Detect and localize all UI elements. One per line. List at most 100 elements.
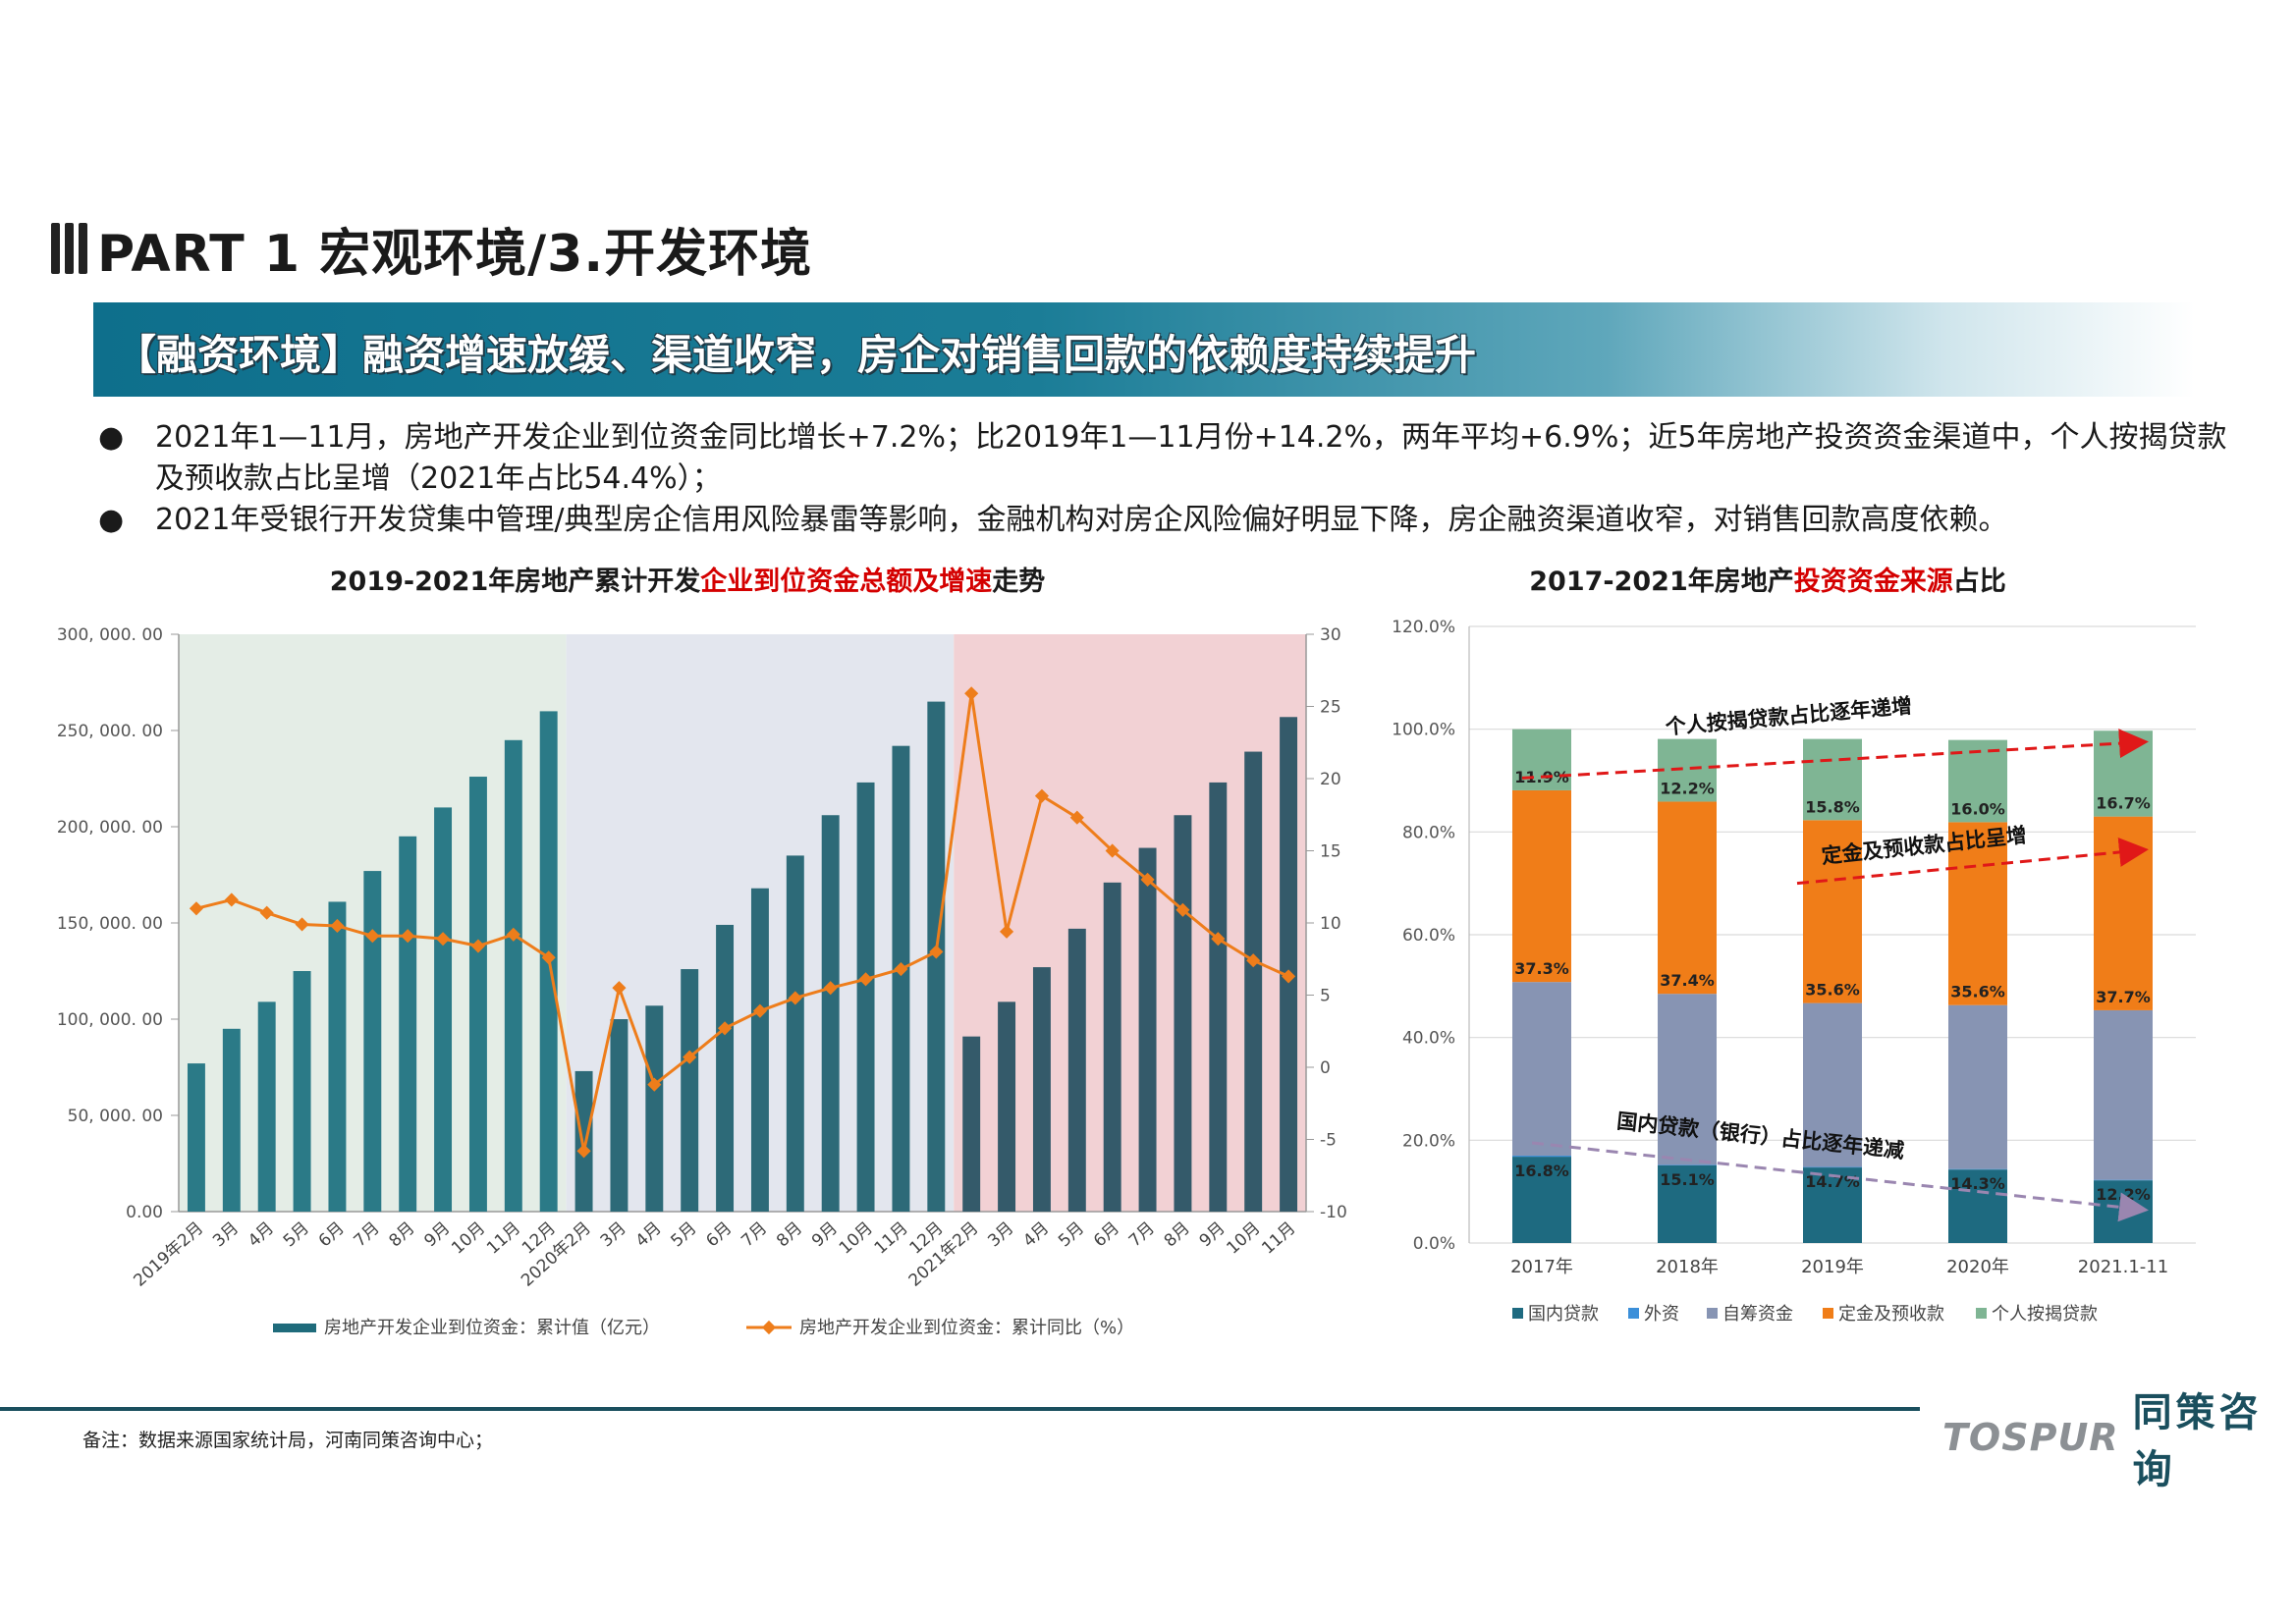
legend-label: 定金及预收款 bbox=[1838, 1304, 1944, 1325]
left-tick-label: 0.00 bbox=[126, 1203, 163, 1222]
segment-国内贷款 bbox=[1948, 1169, 2007, 1243]
source-share-chart: 0.0% 20.0% 40.0% 60.0% 80.0% 100.0% 120.0% 2017… bbox=[1392, 618, 2196, 1325]
bar-3 bbox=[257, 1001, 276, 1212]
right-tick-label: 30 bbox=[1320, 625, 1341, 645]
right-tick-label: 20 bbox=[1320, 770, 1341, 789]
bullet-2-text: 2021年受银行开发贷集中管理/典型房企信用风险暴雷等影响，金融机构对房企风险偏… bbox=[155, 503, 2008, 537]
y-tick-label: 0.0% bbox=[1413, 1234, 1455, 1254]
x-tick-label: 3月 bbox=[209, 1218, 243, 1251]
right-tick-label: 15 bbox=[1320, 842, 1341, 862]
section-banner: 【融资环境】融资增速放缓、渠道收窄，房企对销售回款的依赖度持续提升 bbox=[93, 302, 2195, 397]
x-tick-label: 4月 bbox=[1019, 1218, 1053, 1251]
legend-swatch bbox=[1628, 1308, 1639, 1319]
annotation-mortgage: 个人按揭贷款占比逐年递增 bbox=[1665, 694, 1913, 739]
x-tick-label: 2019年2月 bbox=[130, 1218, 207, 1291]
label-domestic-loan: 14.3% bbox=[1950, 1174, 2005, 1193]
x-tick-label: 5月 bbox=[280, 1218, 313, 1251]
label-domestic-loan: 15.1% bbox=[1660, 1170, 1715, 1189]
growth-point-17 bbox=[752, 1003, 768, 1018]
segment-自筹资金 bbox=[2094, 1009, 2153, 1180]
right-tick-label: -5 bbox=[1320, 1131, 1337, 1151]
growth-point-5 bbox=[330, 918, 345, 934]
bar-13 bbox=[610, 1019, 629, 1212]
y-tick-label: 60.0% bbox=[1402, 926, 1455, 946]
legend-swatch bbox=[1823, 1308, 1833, 1319]
label-domestic-loan: 14.7% bbox=[1805, 1172, 1860, 1191]
bar-9 bbox=[468, 777, 487, 1212]
y-tick-label: 80.0% bbox=[1402, 823, 1455, 842]
left-tick-label: 100, 000. 00 bbox=[57, 1010, 163, 1030]
right-title-part-3: 占比 bbox=[1952, 567, 2006, 597]
x-tick-label: 4月 bbox=[245, 1218, 278, 1251]
trend-arrow-domestic-loan bbox=[1531, 1141, 2149, 1222]
bar-31 bbox=[1244, 751, 1263, 1212]
label-deposit: 35.6% bbox=[1805, 981, 1860, 1000]
logo-chinese-text: 同策咨询 bbox=[2132, 1390, 2263, 1492]
label-deposit: 35.6% bbox=[1950, 983, 2005, 1001]
growth-point-13 bbox=[612, 981, 627, 996]
legend-bar-swatch bbox=[273, 1324, 316, 1332]
legend-label: 国内贷款 bbox=[1528, 1304, 1599, 1325]
bar-15 bbox=[681, 969, 699, 1212]
bar-2 bbox=[222, 1028, 241, 1212]
x-tick-label: 2020年 bbox=[1946, 1257, 2009, 1277]
label-mortgage: 16.7% bbox=[2096, 794, 2151, 813]
bullet-1: ● 2021年1—11月，房地产开发企业到位资金同比增长+7.2%；比2019年… bbox=[98, 417, 2239, 500]
segment-外资 bbox=[1658, 1164, 1717, 1165]
growth-point-14 bbox=[647, 1077, 662, 1092]
y-tick-label: 40.0% bbox=[1402, 1029, 1455, 1049]
bar-4 bbox=[293, 971, 311, 1212]
x-tick-label: 7月 bbox=[738, 1218, 771, 1251]
growth-point-32 bbox=[1281, 969, 1296, 984]
right-tick-label: 5 bbox=[1320, 987, 1331, 1006]
segment-外资 bbox=[1803, 1166, 1862, 1168]
x-tick-label: 2021.1-11 bbox=[2078, 1257, 2168, 1277]
bar-26 bbox=[1067, 928, 1086, 1212]
bar-23 bbox=[962, 1036, 981, 1212]
x-tick-label: 11月 bbox=[483, 1218, 524, 1259]
title-row: PART 1 宏观环境/3.开发环境 bbox=[51, 214, 813, 284]
segment-外资 bbox=[1512, 1156, 1571, 1158]
bar-27 bbox=[1103, 882, 1121, 1212]
growth-point-6 bbox=[365, 929, 380, 944]
bar-1 bbox=[187, 1063, 205, 1212]
y-tick-label: 100.0% bbox=[1392, 721, 1455, 740]
book-icon bbox=[51, 223, 87, 274]
growth-point-8 bbox=[435, 932, 451, 947]
legend-label: 自筹资金 bbox=[1722, 1304, 1793, 1325]
segment-国内贷款 bbox=[1803, 1167, 1862, 1243]
growth-point-30 bbox=[1211, 932, 1226, 947]
segment-定金及预收款 bbox=[1803, 820, 1862, 1003]
bar-29 bbox=[1174, 815, 1192, 1212]
label-deposit: 37.7% bbox=[2096, 988, 2151, 1006]
x-tick-label: 10月 bbox=[1223, 1218, 1264, 1259]
label-mortgage: 12.2% bbox=[1660, 779, 1715, 797]
left-title-part-1: 2019-2021年房地产累计开发 bbox=[329, 567, 701, 597]
page-title: PART 1 宏观环境/3.开发环境 bbox=[97, 224, 813, 284]
segment-个人按揭贷款 bbox=[1803, 738, 1862, 821]
x-tick-label: 10月 bbox=[448, 1218, 489, 1259]
x-tick-label: 8月 bbox=[385, 1218, 418, 1251]
x-tick-label: 6月 bbox=[702, 1218, 736, 1251]
x-tick-label: 5月 bbox=[1055, 1218, 1088, 1251]
growth-point-10 bbox=[506, 927, 520, 942]
growth-point-11 bbox=[541, 950, 556, 965]
x-tick-label: 7月 bbox=[351, 1218, 384, 1251]
right-tick-label: 25 bbox=[1320, 698, 1341, 718]
left-tick-label: 50, 000. 00 bbox=[68, 1107, 163, 1126]
segment-自筹资金 bbox=[1803, 1002, 1862, 1167]
segment-国内贷款 bbox=[1512, 1157, 1571, 1243]
x-tick-label: 11月 bbox=[1258, 1218, 1299, 1259]
x-tick-label: 2017年 bbox=[1510, 1257, 1573, 1277]
growth-point-25 bbox=[1034, 788, 1050, 803]
segment-外资 bbox=[1948, 1168, 2007, 1170]
growth-point-7 bbox=[401, 929, 415, 944]
x-tick-label: 6月 bbox=[1090, 1218, 1123, 1251]
legend-swatch bbox=[1707, 1308, 1718, 1319]
x-tick-label: 11月 bbox=[871, 1218, 912, 1259]
bar-7 bbox=[399, 836, 417, 1212]
bar-18 bbox=[786, 855, 804, 1212]
right-chart-title: 2017-2021年房地产投资资金来源占比 bbox=[1414, 560, 2121, 598]
left-chart-title: 2019-2021年房地产累计开发企业到位资金总额及增速走势 bbox=[196, 560, 1178, 598]
growth-point-9 bbox=[470, 939, 486, 953]
